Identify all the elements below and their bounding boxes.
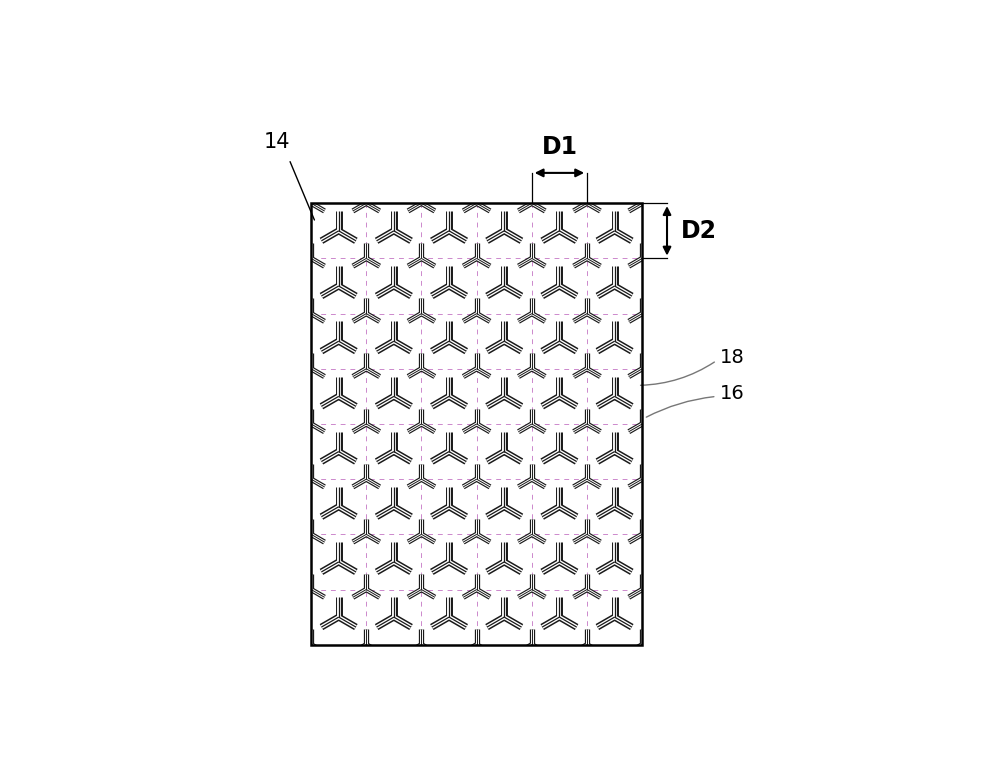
Text: D1: D1 (541, 135, 577, 159)
Text: 18: 18 (719, 348, 744, 367)
Text: 14: 14 (264, 132, 291, 152)
Bar (311, 204, 642, 645)
Text: 16: 16 (719, 384, 744, 403)
Text: D2: D2 (681, 219, 717, 243)
